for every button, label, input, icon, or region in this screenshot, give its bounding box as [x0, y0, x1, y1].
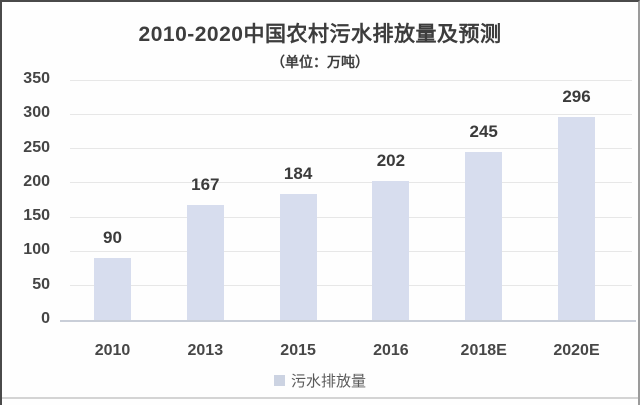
x-axis-line — [60, 320, 636, 322]
legend-label: 污水排放量 — [290, 373, 366, 390]
y-axis-tick-label: 350 — [23, 70, 50, 87]
y-axis-tick-label: 150 — [23, 207, 50, 225]
bar-2010 — [94, 258, 131, 320]
chart-title: 2010-2020中国农村污水排放量及预测 — [138, 23, 502, 46]
x-axis-tick-label: 2015 — [280, 342, 316, 359]
y-axis-tick-label: 100 — [23, 241, 50, 259]
chart-subtitle: （单位：万吨） — [271, 54, 369, 70]
x-axis-tick-label: 2013 — [187, 342, 224, 359]
gridline-y-150 — [70, 216, 632, 218]
bottom-divider — [2, 397, 638, 399]
bar-value-label: 90 — [103, 228, 122, 248]
gridline-y-100 — [70, 250, 632, 252]
y-axis-tick-label: 200 — [23, 172, 50, 190]
gridline-y-200 — [70, 182, 632, 184]
gridline-y-350 — [70, 79, 632, 81]
x-axis-tick-label: 2016 — [373, 342, 409, 359]
bar-2016 — [372, 181, 410, 320]
gridline-y-50 — [70, 285, 632, 287]
y-axis-tick-label: 0 — [41, 310, 50, 327]
bar-2018E — [465, 152, 503, 320]
y-axis-tick-label: 300 — [23, 104, 50, 122]
bar-value-label: 184 — [283, 163, 313, 183]
gridline-y-250 — [70, 148, 632, 150]
bar-2015 — [279, 193, 317, 320]
gridline-y-300 — [70, 113, 632, 115]
bar-2013 — [186, 205, 224, 320]
bar-value-label: 245 — [469, 122, 498, 141]
y-axis-tick-label: 250 — [23, 138, 50, 156]
x-axis-tick-label: 2010 — [94, 342, 131, 359]
x-axis-tick-label: 2020E — [553, 342, 600, 359]
bar-value-label: 167 — [191, 175, 220, 195]
bar-value-label: 296 — [562, 87, 591, 107]
y-axis-tick-label: 50 — [32, 275, 50, 293]
legend: 污水排放量 — [2, 370, 638, 391]
bar-2020E — [558, 117, 595, 320]
x-axis-tick-label: 2018E — [460, 342, 507, 359]
bar-value-label: 202 — [376, 151, 406, 171]
legend-swatch-icon — [273, 375, 285, 386]
